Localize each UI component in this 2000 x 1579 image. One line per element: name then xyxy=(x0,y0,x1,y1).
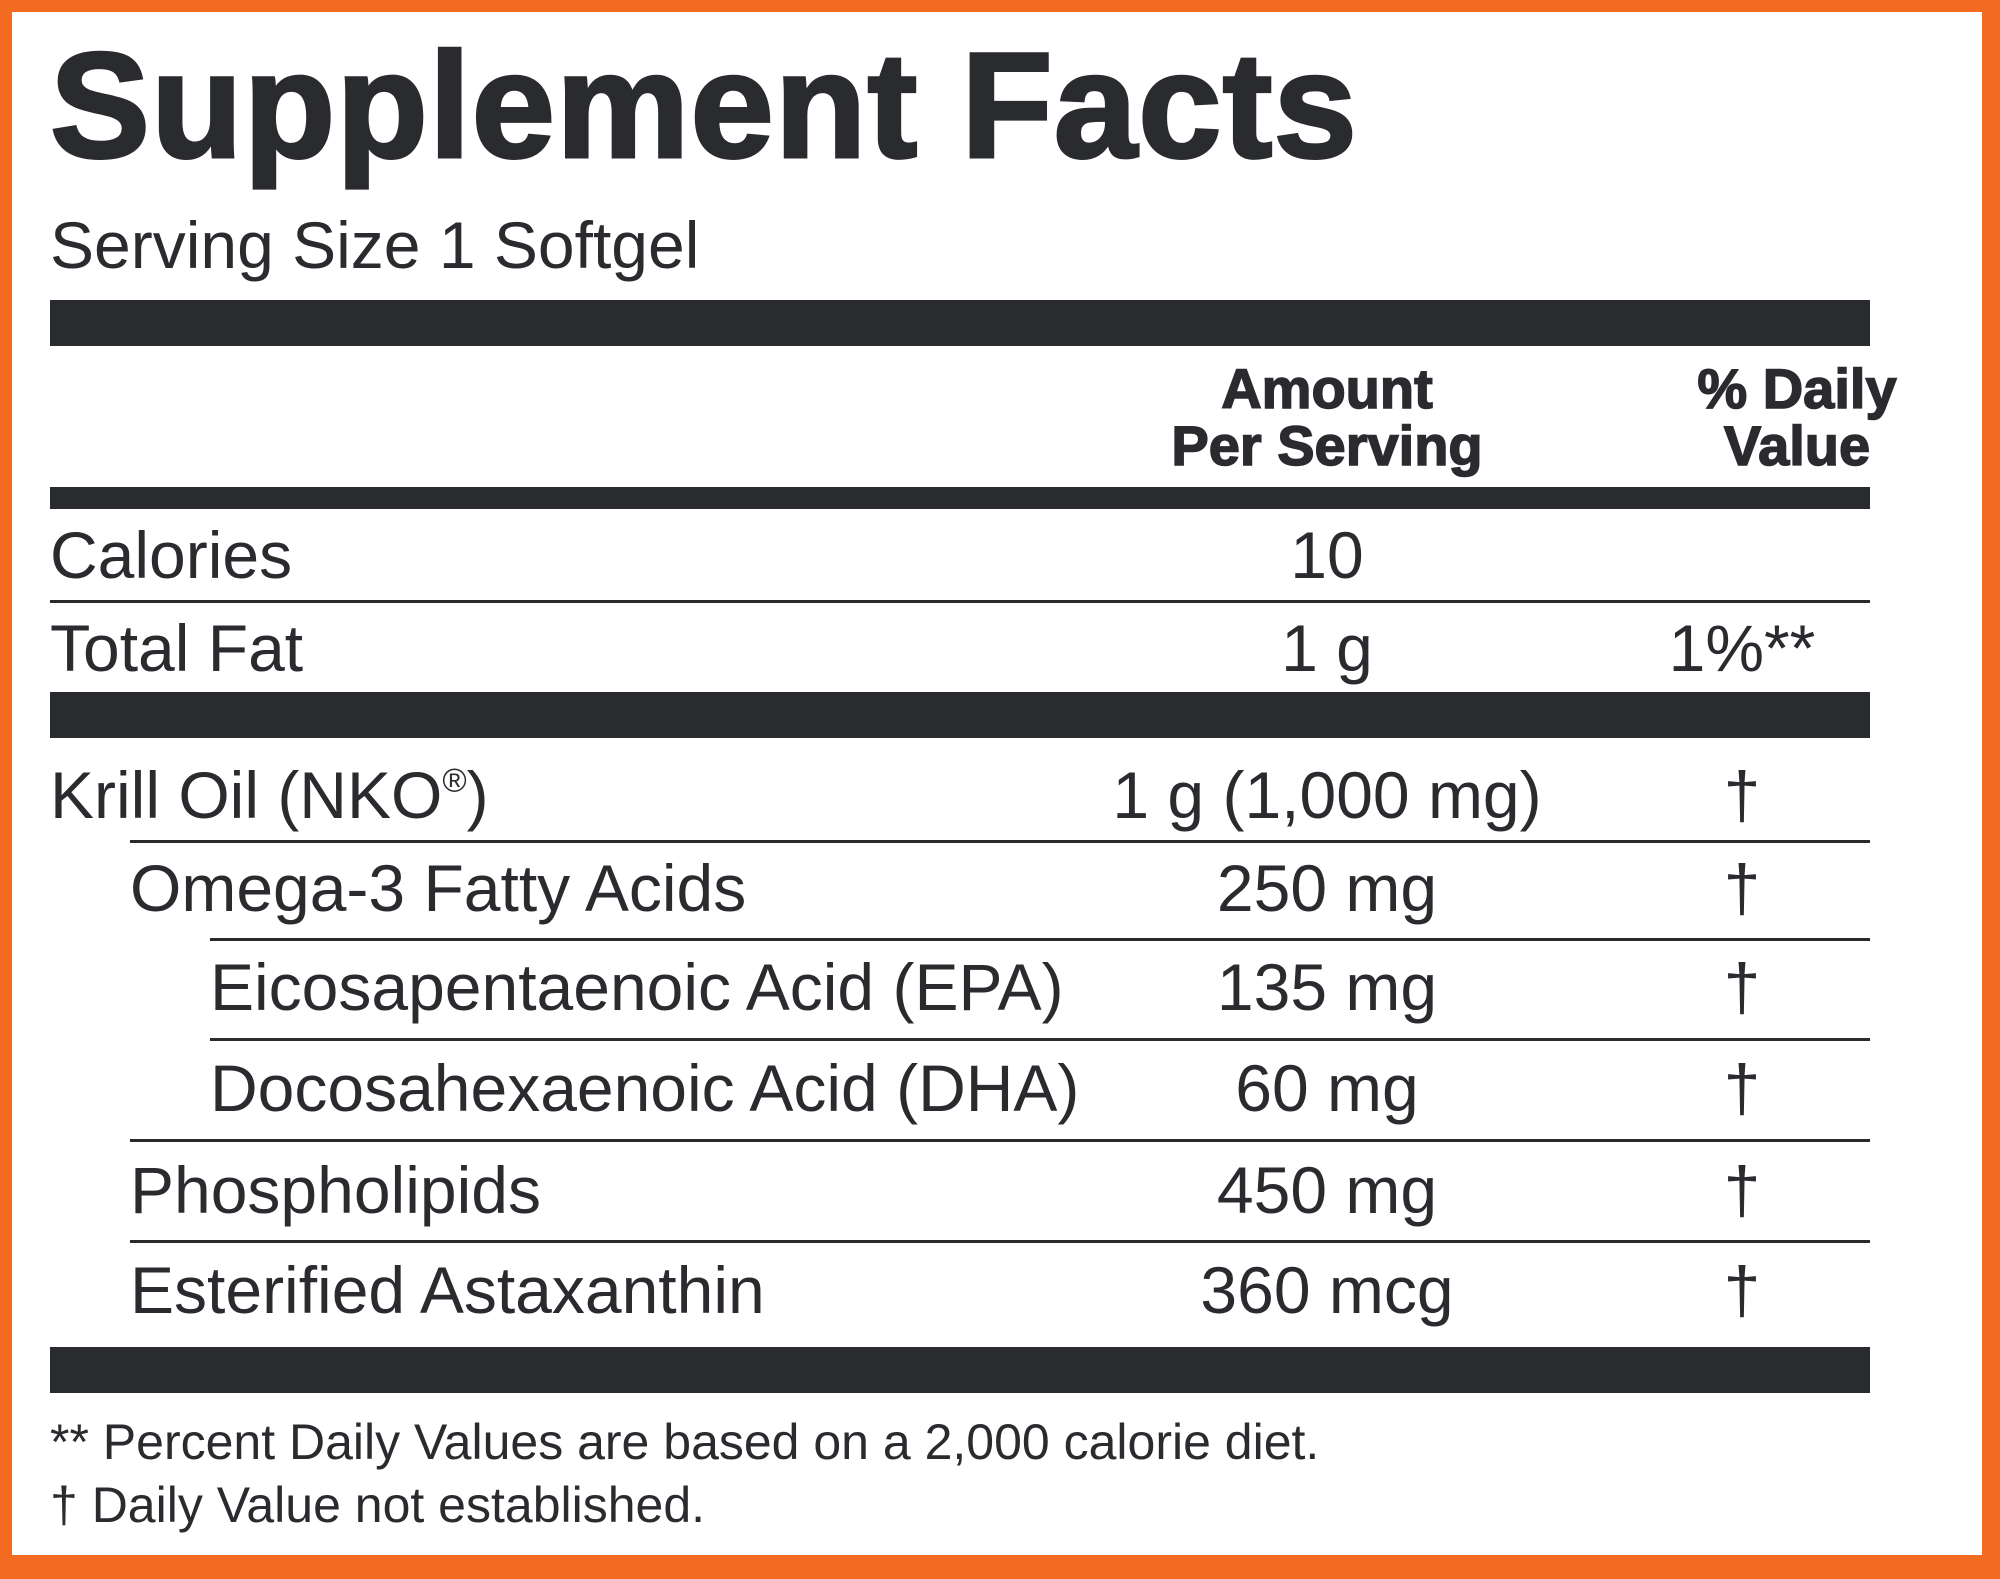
footnote-daily-values: ** Percent Daily Values are based on a 2… xyxy=(50,1414,1320,1470)
supplement-facts-label: Supplement Facts Serving Size 1 Softgel … xyxy=(12,12,1982,1555)
row-divider xyxy=(130,1240,1870,1243)
row-calories-amount: 10 xyxy=(1290,518,1364,592)
row-total-fat-dv: 1%** xyxy=(1668,611,1816,685)
row-divider xyxy=(210,938,1870,941)
row-total-fat-name: Total Fat xyxy=(50,611,304,685)
row-omega3-dv: † xyxy=(1723,851,1761,925)
thick-bar-bottom xyxy=(50,1347,1870,1393)
row-epa-name: Eicosapentaenoic Acid (EPA) xyxy=(210,950,1064,1024)
row-total-fat-amount: 1 g xyxy=(1281,611,1373,685)
krill-oil-text: Krill Oil (NKO xyxy=(50,758,443,832)
amount-header-line1: Amount xyxy=(1220,357,1433,420)
label-title: Supplement Facts xyxy=(49,21,1359,189)
amount-header: Amount Per Serving xyxy=(1097,357,1557,478)
row-phospholipids-amount: 450 mg xyxy=(1216,1153,1438,1227)
dv-header-line1: % Daily xyxy=(1697,357,1898,420)
row-astaxanthin-amount: 360 mcg xyxy=(1200,1253,1454,1327)
row-divider xyxy=(50,600,1870,603)
row-divider xyxy=(130,1139,1870,1142)
daily-value-header: % Daily Value xyxy=(1617,357,1977,478)
row-dha-amount: 60 mg xyxy=(1235,1051,1419,1125)
row-divider xyxy=(210,1038,1870,1041)
header-bar xyxy=(50,487,1870,509)
thick-bar-top xyxy=(50,300,1870,346)
row-phospholipids-name: Phospholipids xyxy=(130,1153,541,1227)
row-omega3-name: Omega-3 Fatty Acids xyxy=(130,851,747,925)
dv-header-line2: Value xyxy=(1723,414,1871,478)
row-astaxanthin-dv: † xyxy=(1723,1253,1761,1327)
serving-size: Serving Size 1 Softgel xyxy=(50,208,700,282)
thick-bar-middle xyxy=(50,692,1870,738)
row-omega3-amount: 250 mg xyxy=(1216,851,1438,925)
row-dha-name: Docosahexaenoic Acid (DHA) xyxy=(210,1051,1080,1125)
krill-oil-suffix: ) xyxy=(466,758,489,832)
row-calories-name: Calories xyxy=(50,518,293,592)
row-divider xyxy=(130,840,1870,843)
row-krill-oil-dv: † xyxy=(1723,758,1761,832)
row-epa-amount: 135 mg xyxy=(1216,950,1438,1024)
row-astaxanthin-name: Esterified Astaxanthin xyxy=(130,1253,765,1327)
row-krill-oil-amount: 1 g (1,000 mg) xyxy=(1112,758,1542,832)
row-dha-dv: † xyxy=(1723,1051,1761,1125)
row-krill-oil-name: Krill Oil (NKO®) xyxy=(50,762,489,828)
amount-header-line2: Per Serving xyxy=(1171,414,1484,478)
row-phospholipids-dv: † xyxy=(1723,1153,1761,1227)
footnote-not-established: † Daily Value not established. xyxy=(50,1477,706,1533)
registered-mark: ® xyxy=(442,761,467,799)
row-epa-dv: † xyxy=(1723,950,1761,1024)
